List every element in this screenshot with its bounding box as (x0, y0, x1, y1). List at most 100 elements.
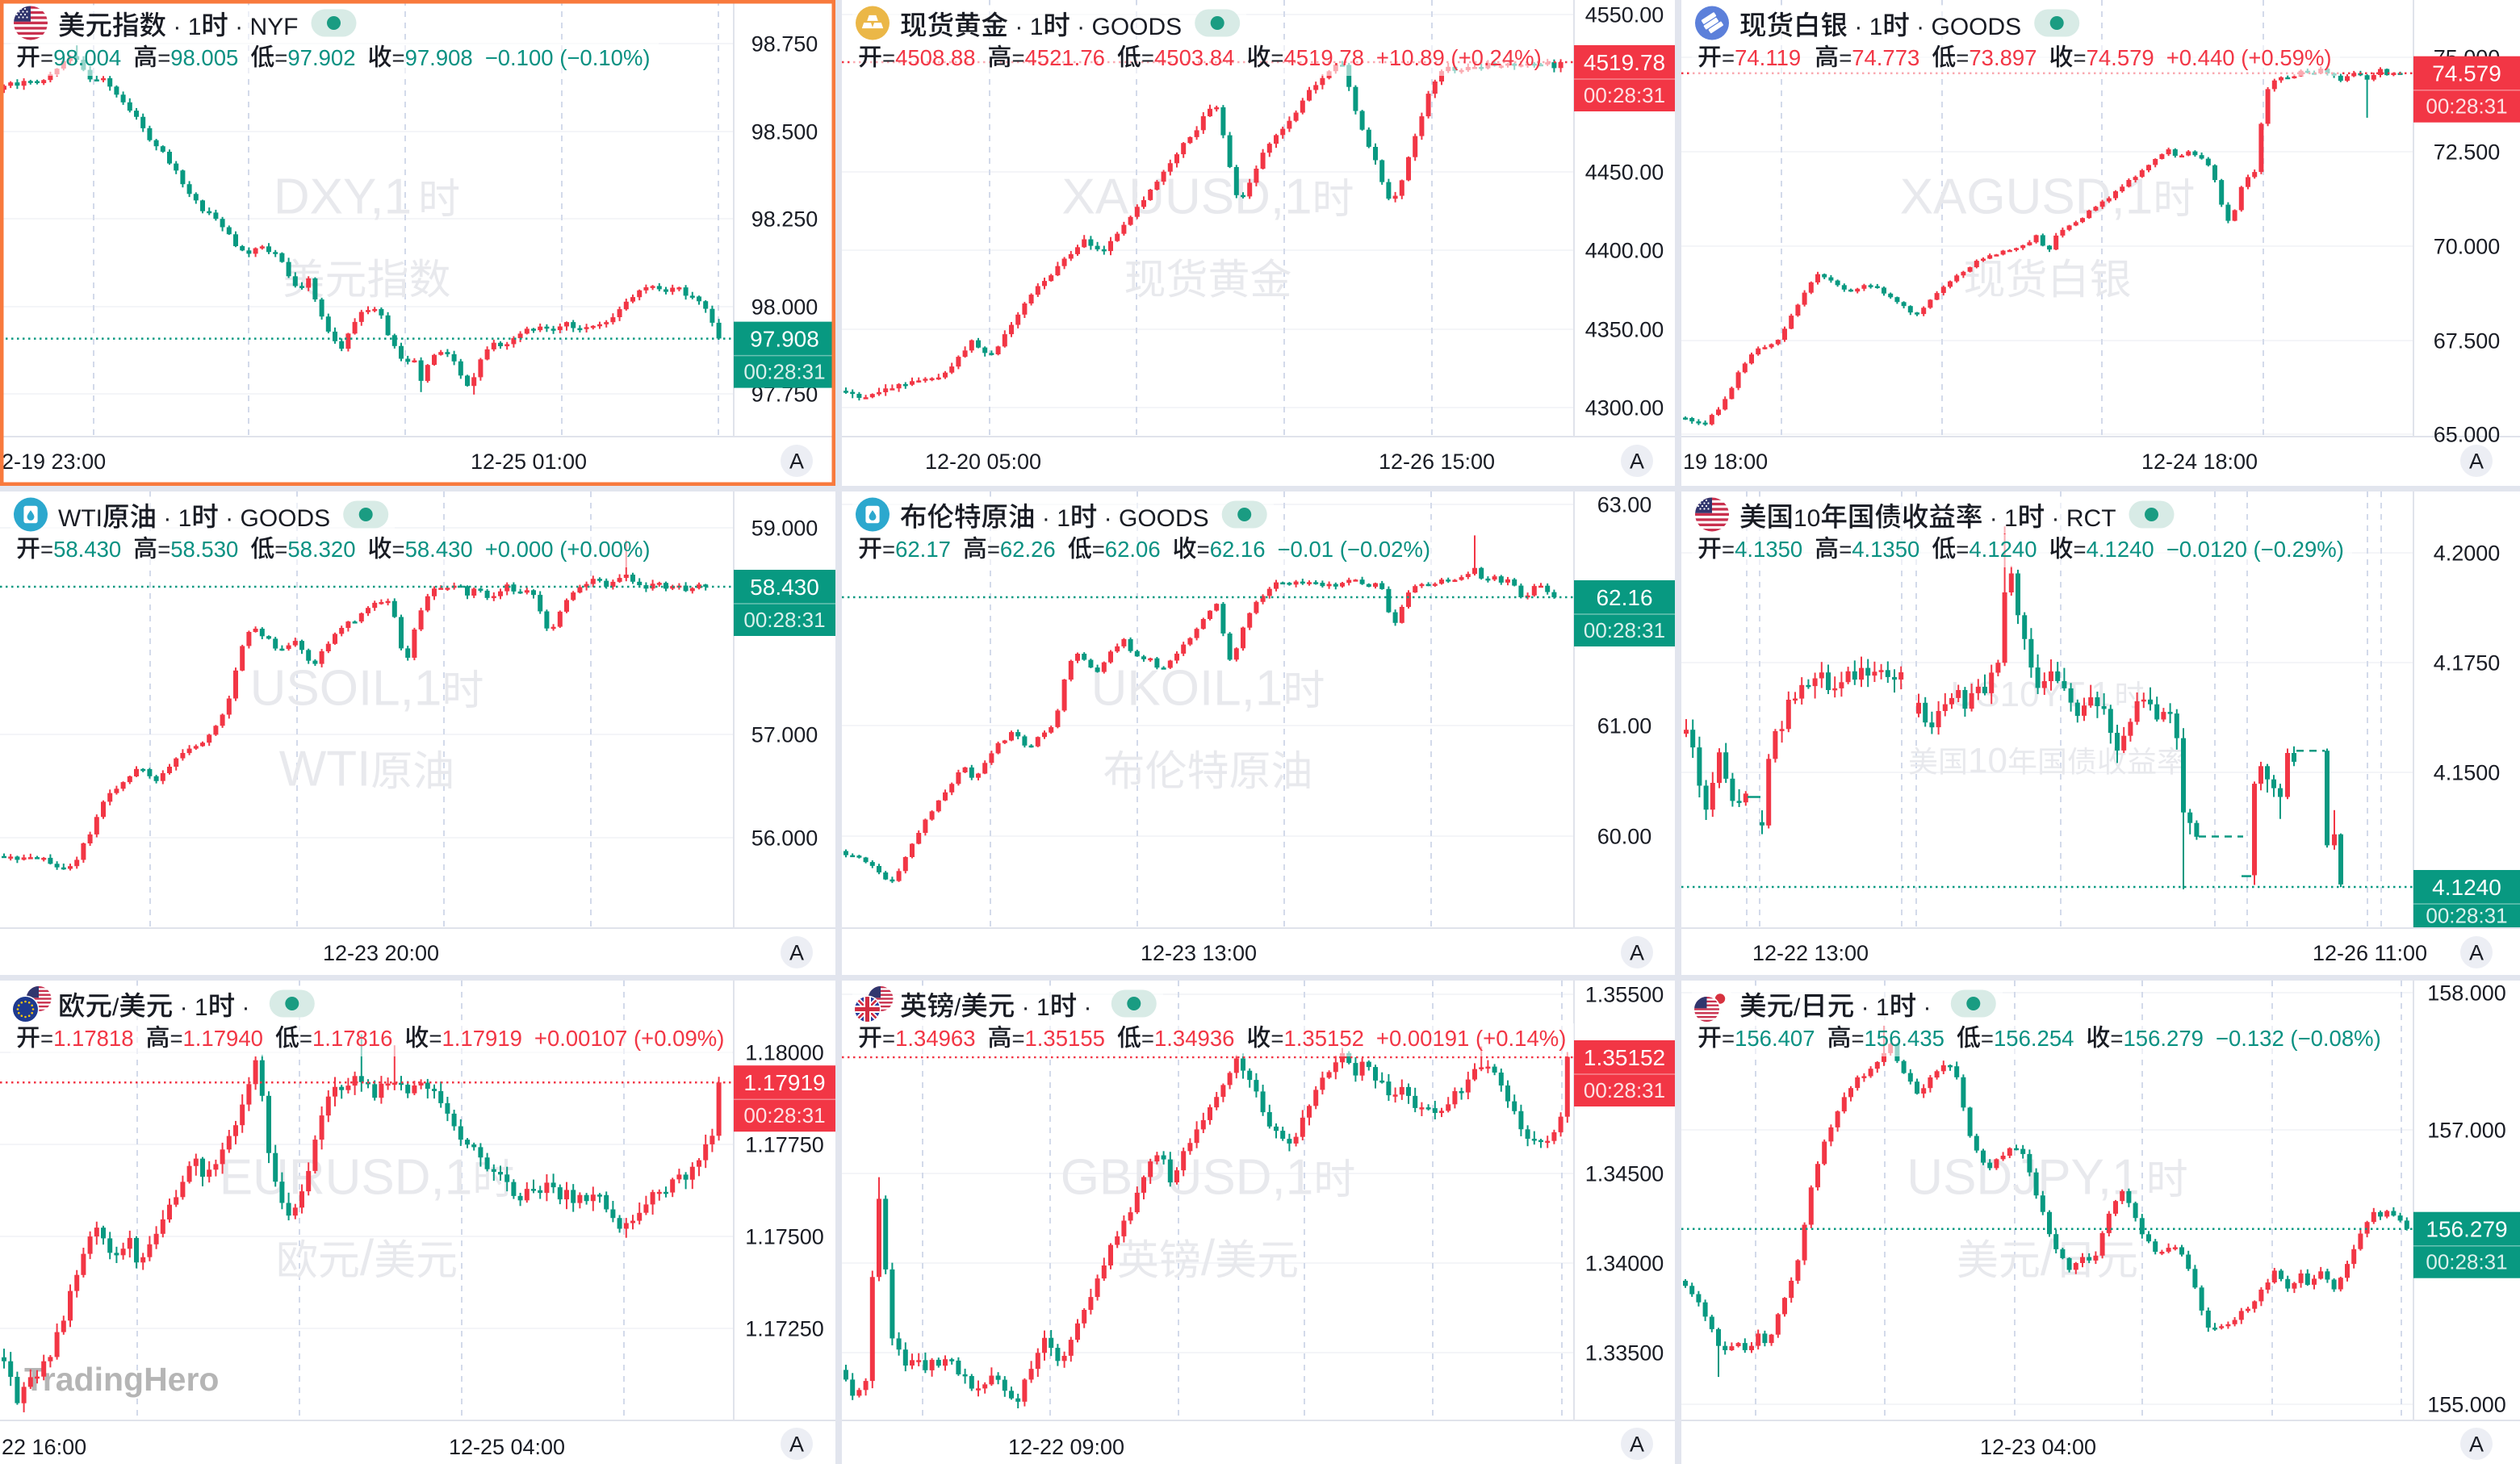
svg-text:4.1500: 4.1500 (2434, 761, 2501, 785)
svg-text:22 16:00: 22 16:00 (2, 1435, 86, 1459)
svg-text:1.17750: 1.17750 (745, 1133, 824, 1157)
svg-text:1.17818: 1.17818 (53, 1026, 133, 1051)
svg-text:156.435: 156.435 (1865, 1026, 1944, 1051)
svg-text:1: 1 (1968, 741, 1987, 780)
svg-text:157.000: 157.000 (2427, 1119, 2506, 1143)
svg-text:2-19 23:00: 2-19 23:00 (2, 450, 106, 474)
svg-text:A: A (789, 450, 804, 474)
svg-text:W: W (279, 741, 327, 797)
svg-text:A: A (2469, 1433, 2484, 1457)
svg-text:4.1350: 4.1350 (1735, 537, 1802, 562)
svg-text:12-20 05:00: 12-20 05:00 (925, 450, 1041, 474)
svg-text:T: T (326, 741, 357, 797)
svg-text:62.16: 62.16 (1210, 537, 1266, 562)
svg-text:·: · (1070, 14, 1092, 40)
svg-text:=: = (1141, 1026, 1154, 1051)
svg-text:−0.100 (−0.10%): −0.100 (−0.10%) (485, 45, 651, 70)
svg-text:12-24 18:00: 12-24 18:00 (2141, 450, 2258, 474)
svg-text:62.06: 62.06 (1105, 537, 1161, 562)
svg-text:=: = (40, 1026, 53, 1051)
svg-text:1.35500: 1.35500 (1585, 983, 1664, 1007)
svg-text:4.1240: 4.1240 (1969, 537, 2037, 562)
svg-text:156.279: 156.279 (2124, 1026, 2204, 1051)
svg-text:A: A (2469, 450, 2484, 474)
svg-text:56.000: 56.000 (751, 826, 818, 851)
svg-text:·: · (1982, 505, 2004, 532)
svg-text:12-23 13:00: 12-23 13:00 (1141, 941, 1257, 965)
svg-text:A: A (789, 1433, 804, 1457)
svg-text:=: = (429, 1026, 442, 1051)
svg-text:1.34500: 1.34500 (1585, 1162, 1664, 1186)
svg-text:+10.89 (+0.24%): +10.89 (+0.24%) (1376, 45, 1542, 70)
svg-text:=: = (1956, 45, 1969, 70)
svg-text:1.33500: 1.33500 (1585, 1341, 1664, 1366)
svg-text:98.000: 98.000 (751, 295, 818, 320)
svg-text:·: · (1848, 14, 1869, 40)
svg-text:=: = (170, 1026, 183, 1051)
svg-text:·: · (173, 994, 195, 1021)
svg-text:156.407: 156.407 (1735, 1026, 1815, 1051)
svg-text:A: A (1630, 1433, 1644, 1457)
svg-text:=: = (40, 537, 53, 562)
svg-text:GOODS: GOODS (1932, 14, 2022, 40)
svg-text:·: · (157, 505, 178, 532)
svg-text:12-26 15:00: 12-26 15:00 (1379, 450, 1495, 474)
svg-text:=: = (392, 45, 405, 70)
svg-text:1: 1 (1057, 505, 1070, 532)
svg-text:74.579: 74.579 (2087, 45, 2154, 70)
svg-text:=: = (274, 45, 287, 70)
svg-text:98.500: 98.500 (751, 120, 818, 144)
svg-text:·: · (228, 14, 250, 40)
svg-text:+0.00191 (+0.14%): +0.00191 (+0.14%) (1376, 1026, 1566, 1051)
svg-text:4.2000: 4.2000 (2434, 542, 2501, 566)
svg-text:USDJPY,1: USDJPY,1 (1907, 1149, 2139, 1205)
svg-text:12-25 04:00: 12-25 04:00 (449, 1435, 565, 1459)
svg-text:12-22 09:00: 12-22 09:00 (1008, 1435, 1124, 1459)
svg-text:A: A (1630, 450, 1644, 474)
svg-text:00:28:31: 00:28:31 (743, 360, 825, 384)
svg-text:TradingHero: TradingHero (24, 1361, 219, 1398)
svg-text:00:28:31: 00:28:31 (1584, 83, 1665, 107)
svg-text:12-22 13:00: 12-22 13:00 (1752, 941, 1869, 965)
svg-text:58.430: 58.430 (750, 575, 819, 600)
svg-text:I: I (357, 741, 370, 797)
svg-text:1.17919: 1.17919 (743, 1070, 825, 1095)
svg-text:12-25 01:00: 12-25 01:00 (471, 450, 587, 474)
svg-text:1: 1 (1869, 14, 1883, 40)
svg-text:·: · (1077, 994, 1099, 1021)
svg-text:1.34936: 1.34936 (1154, 1026, 1234, 1051)
svg-text:00:28:31: 00:28:31 (2426, 904, 2507, 928)
svg-text:155.000: 155.000 (2427, 1393, 2506, 1417)
svg-text:1.17250: 1.17250 (745, 1317, 824, 1341)
svg-text:·: · (1015, 994, 1036, 1021)
svg-text:=: = (1092, 537, 1105, 562)
svg-text:4350.00: 4350.00 (1585, 318, 1664, 342)
svg-text:=: = (2074, 537, 2087, 562)
svg-text:10: 10 (1794, 505, 1820, 532)
svg-text:DXY,1: DXY,1 (274, 169, 412, 224)
svg-text:4.1750: 4.1750 (2434, 651, 2501, 676)
svg-text:=: = (1722, 45, 1735, 70)
svg-text:62.16: 62.16 (1596, 585, 1652, 610)
svg-text:12-26 11:00: 12-26 11:00 (2313, 941, 2427, 965)
svg-text:GOODS: GOODS (241, 505, 331, 532)
svg-text:4450.00: 4450.00 (1585, 161, 1664, 185)
svg-text:58.530: 58.530 (170, 537, 238, 562)
svg-text:74.119: 74.119 (1735, 45, 1801, 70)
svg-text:A: A (789, 941, 804, 965)
svg-text:EURUSD,1: EURUSD,1 (220, 1149, 473, 1205)
svg-text:4400.00: 4400.00 (1585, 239, 1664, 263)
svg-text:62.26: 62.26 (1000, 537, 1056, 562)
svg-text:·: · (1036, 505, 1057, 532)
svg-text:156.279: 156.279 (2426, 1217, 2507, 1242)
svg-text:A: A (1630, 941, 1644, 965)
svg-text:=: = (1852, 1026, 1865, 1051)
svg-text:·: · (1916, 994, 1938, 1021)
svg-text:=: = (274, 537, 287, 562)
svg-text:1.34963: 1.34963 (895, 1026, 975, 1051)
svg-text:+0.440 (+0.59%): +0.440 (+0.59%) (2166, 45, 2332, 70)
svg-text:1: 1 (2004, 505, 2018, 532)
svg-text:1.35155: 1.35155 (1025, 1026, 1105, 1051)
svg-text:XAGUSD,1: XAGUSD,1 (1900, 169, 2154, 224)
svg-text:58.430: 58.430 (53, 537, 121, 562)
